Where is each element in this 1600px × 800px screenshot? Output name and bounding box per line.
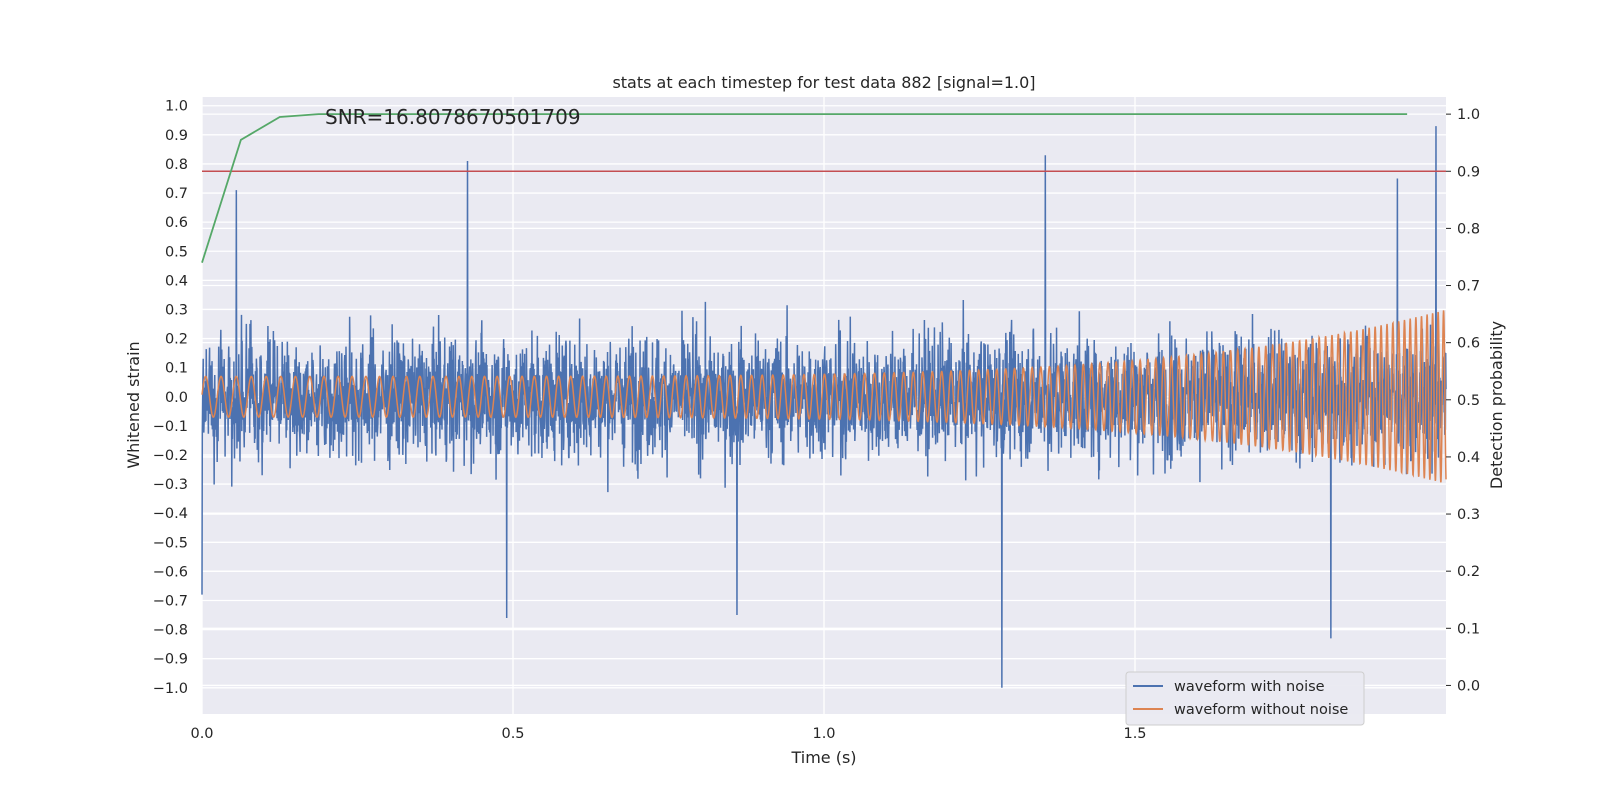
y-tick-label-left: −0.8 [153, 623, 188, 639]
y-tick-label-left: −0.4 [153, 506, 188, 522]
chart-title: stats at each timestep for test data 882… [612, 73, 1035, 92]
y-axis-label-right: Detection probability [1487, 321, 1506, 489]
y-tick-label-right: 0.5 [1457, 393, 1480, 409]
y-tick-label-left: −0.2 [153, 448, 188, 464]
x-tick-label: 0.0 [190, 726, 213, 742]
y-tick-label-left: 0.1 [165, 361, 188, 377]
y-tick-label-right: 0.1 [1457, 621, 1480, 637]
legend-label-noise: waveform with noise [1174, 679, 1325, 695]
y-tick-label-left: 0.8 [165, 157, 188, 173]
legend-label-clean: waveform without noise [1174, 702, 1348, 718]
y-tick-label-left: −0.5 [153, 535, 188, 551]
y-tick-label-left: 0.0 [165, 390, 188, 406]
series-line-waveform-without-noise [201, 310, 1447, 483]
y-tick-label-right: 0.0 [1457, 678, 1480, 694]
y-tick-label-right: 0.2 [1457, 564, 1480, 580]
y-tick-label-right: 0.9 [1457, 164, 1480, 180]
y-tick-label-left: 0.6 [165, 215, 188, 231]
y-tick-label-left: −0.1 [153, 419, 188, 435]
x-tick-label: 1.0 [812, 726, 835, 742]
y-tick-label-left: 0.3 [165, 302, 188, 318]
y-tick-label-left: −0.3 [153, 477, 188, 493]
y-tick-label-right: 1.0 [1457, 107, 1480, 123]
snr-annotation: SNR=16.8078670501709 [325, 105, 581, 129]
y-tick-label-left: −0.7 [153, 593, 188, 609]
y-tick-label-left: −1.0 [153, 681, 188, 697]
x-axis-label: Time (s) [790, 748, 856, 767]
legend-box [1125, 671, 1365, 726]
series-line-waveform-with-noise [201, 126, 1447, 688]
y-tick-label-left: 0.7 [165, 186, 188, 202]
series-line-detection-probability [201, 113, 1408, 263]
y-tick-label-left: −0.9 [153, 652, 188, 668]
legend: waveform with noise waveform without noi… [1125, 671, 1365, 726]
series-layer [201, 113, 1447, 688]
y-tick-label-right: 0.3 [1457, 507, 1480, 523]
x-tick-label: 1.5 [1123, 726, 1146, 742]
y-tick-label-left: 1.0 [165, 99, 188, 115]
y-tick-label-left: 0.9 [165, 128, 188, 144]
y-tick-label-left: 0.2 [165, 332, 188, 348]
y-axis-label-left: Whitened strain [124, 341, 143, 468]
y-tick-label-right: 0.4 [1457, 450, 1480, 466]
y-tick-label-right: 0.7 [1457, 279, 1480, 295]
y-tick-label-right: 0.8 [1457, 221, 1480, 237]
y-tick-label-left: 0.4 [165, 273, 188, 289]
y-tick-label-left: 0.5 [165, 244, 188, 260]
y-tick-label-right: 0.6 [1457, 336, 1480, 352]
y-tick-label-left: −0.6 [153, 564, 188, 580]
x-tick-label: 0.5 [501, 726, 524, 742]
ticks: 0.0 0.5 1.0 1.5 1.0 0.9 0.8 0.7 0.6 0.5 0.4 0.3 0.2 0… [153, 99, 1480, 742]
